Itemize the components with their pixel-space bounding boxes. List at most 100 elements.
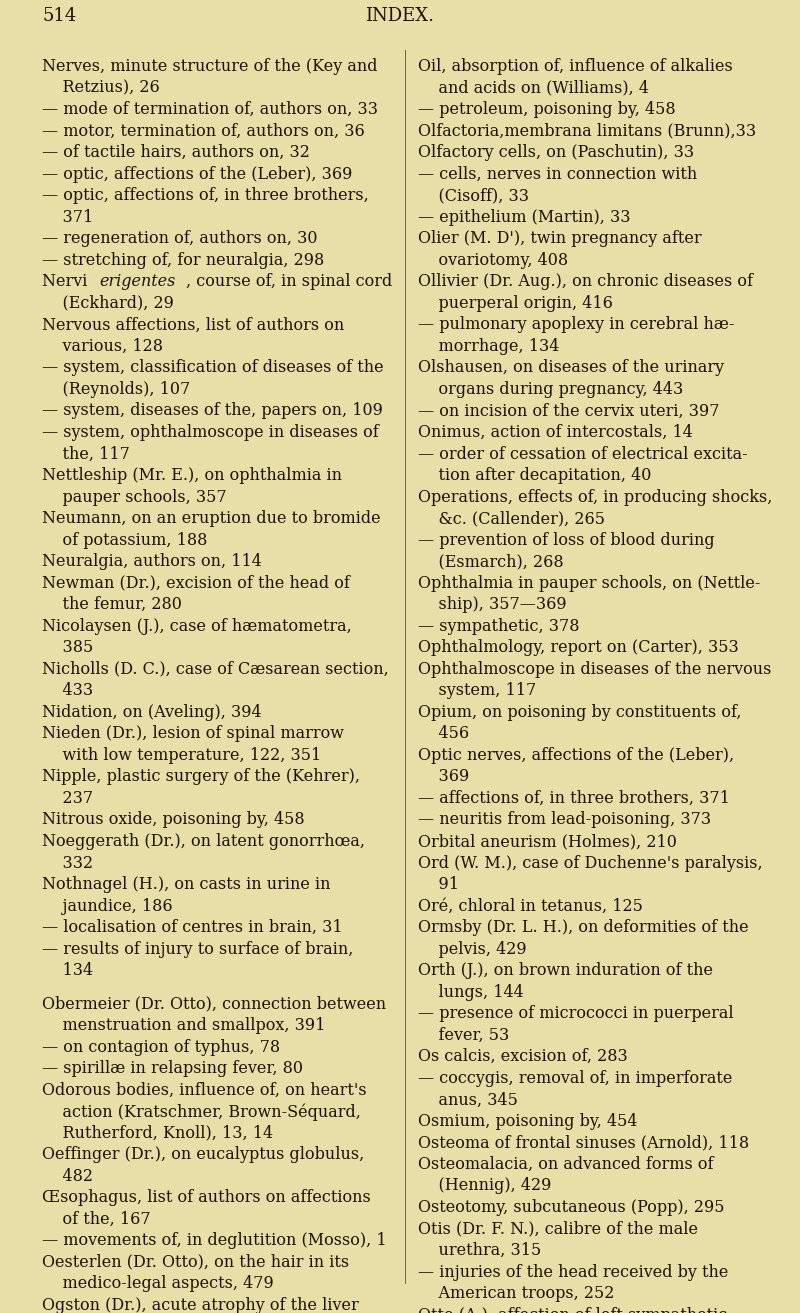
Text: Ormsby (Dr. L. H.), on deformities of the: Ormsby (Dr. L. H.), on deformities of th… (418, 919, 749, 936)
Text: Olshausen, on diseases of the urinary: Olshausen, on diseases of the urinary (418, 360, 724, 377)
Text: Opium, on poisoning by constituents of,: Opium, on poisoning by constituents of, (418, 704, 742, 721)
Text: Nettleship (Mr. E.), on ophthalmia in: Nettleship (Mr. E.), on ophthalmia in (42, 467, 342, 484)
Text: — motor, termination of, authors on, 36: — motor, termination of, authors on, 36 (42, 122, 365, 139)
Text: — results of injury to surface of brain,: — results of injury to surface of brain, (42, 940, 354, 957)
Text: Nothnagel (H.), on casts in urine in: Nothnagel (H.), on casts in urine in (42, 876, 330, 893)
Text: Odorous bodies, influence of, on heart's: Odorous bodies, influence of, on heart's (42, 1082, 366, 1099)
Text: — system, classification of diseases of the: — system, classification of diseases of … (42, 360, 384, 377)
Text: Osmium, poisoning by, 454: Osmium, poisoning by, 454 (418, 1113, 638, 1130)
Text: system, 117: system, 117 (418, 683, 536, 700)
Text: — prevention of loss of blood during: — prevention of loss of blood during (418, 532, 714, 549)
Text: Osteomalacia, on advanced forms of: Osteomalacia, on advanced forms of (418, 1155, 714, 1173)
Text: Nipple, plastic surgery of the (Kehrer),: Nipple, plastic surgery of the (Kehrer), (42, 768, 360, 785)
Text: — pulmonary apoplexy in cerebral hæ-: — pulmonary apoplexy in cerebral hæ- (418, 316, 734, 334)
Text: with low temperature, 122, 351: with low temperature, 122, 351 (42, 747, 322, 764)
Text: — mode of termination of, authors on, 33: — mode of termination of, authors on, 33 (42, 101, 378, 118)
Text: ovariotomy, 408: ovariotomy, 408 (418, 252, 568, 269)
Text: Oeffinger (Dr.), on eucalyptus globulus,: Oeffinger (Dr.), on eucalyptus globulus, (42, 1146, 364, 1163)
Text: Oesterlen (Dr. Otto), on the hair in its: Oesterlen (Dr. Otto), on the hair in its (42, 1254, 349, 1271)
Text: (Cisoff), 33: (Cisoff), 33 (418, 188, 529, 204)
Text: Nerves, minute structure of the (Key and: Nerves, minute structure of the (Key and (42, 58, 378, 75)
Text: Ogston (Dr.), acute atrophy of the liver: Ogston (Dr.), acute atrophy of the liver (42, 1297, 358, 1313)
Text: Ollivier (Dr. Aug.), on chronic diseases of: Ollivier (Dr. Aug.), on chronic diseases… (418, 273, 753, 290)
Text: , course of, in spinal cord: , course of, in spinal cord (186, 273, 392, 290)
Text: fever, 53: fever, 53 (418, 1027, 510, 1044)
Text: urethra, 315: urethra, 315 (418, 1242, 542, 1259)
Text: 237: 237 (42, 790, 93, 807)
Text: Retzius), 26: Retzius), 26 (42, 80, 160, 97)
Text: (Eckhard), 29: (Eckhard), 29 (42, 295, 174, 311)
Text: — epithelium (Martin), 33: — epithelium (Martin), 33 (418, 209, 630, 226)
Text: and acids on (Williams), 4: and acids on (Williams), 4 (418, 80, 649, 97)
Text: — presence of micrococci in puerperal: — presence of micrococci in puerperal (418, 1006, 734, 1023)
Text: Noeggerath (Dr.), on latent gonorrhœa,: Noeggerath (Dr.), on latent gonorrhœa, (42, 832, 365, 850)
Text: — petroleum, poisoning by, 458: — petroleum, poisoning by, 458 (418, 101, 676, 118)
Text: 433: 433 (42, 683, 93, 700)
Text: Olfactory cells, on (Paschutin), 33: Olfactory cells, on (Paschutin), 33 (418, 144, 694, 161)
Text: Otto (A.), affection of left sympathetic,: Otto (A.), affection of left sympathetic… (418, 1306, 732, 1313)
Text: — sympathetic, 378: — sympathetic, 378 (418, 617, 579, 634)
Text: of the, 167: of the, 167 (42, 1211, 150, 1228)
Text: — on contagion of typhus, 78: — on contagion of typhus, 78 (42, 1039, 280, 1056)
Text: Oil, absorption of, influence of alkalies: Oil, absorption of, influence of alkalie… (418, 58, 733, 75)
Text: — movements of, in deglutition (Mosso), 1: — movements of, in deglutition (Mosso), … (42, 1233, 386, 1250)
Text: erigentes: erigentes (99, 273, 176, 290)
Text: 134: 134 (42, 962, 93, 979)
Text: (Hennig), 429: (Hennig), 429 (418, 1178, 551, 1195)
Text: &c. (Callender), 265: &c. (Callender), 265 (418, 509, 605, 527)
Text: Ophthalmia in pauper schools, on (Nettle-: Ophthalmia in pauper schools, on (Nettle… (418, 575, 760, 592)
Text: — order of cessation of electrical excita-: — order of cessation of electrical excit… (418, 445, 748, 462)
Text: 369: 369 (418, 768, 470, 785)
Text: tion after decapitation, 40: tion after decapitation, 40 (418, 467, 651, 484)
Text: — optic, affections of, in three brothers,: — optic, affections of, in three brother… (42, 188, 369, 204)
Text: — system, ophthalmoscope in diseases of: — system, ophthalmoscope in diseases of (42, 424, 378, 441)
Text: 385: 385 (42, 639, 94, 656)
Text: Nieden (Dr.), lesion of spinal marrow: Nieden (Dr.), lesion of spinal marrow (42, 725, 344, 742)
Text: Nicolaysen (J.), case of hæmatometra,: Nicolaysen (J.), case of hæmatometra, (42, 617, 352, 634)
Text: jaundice, 186: jaundice, 186 (42, 898, 173, 915)
Text: Nicholls (D. C.), case of Cæsarean section,: Nicholls (D. C.), case of Cæsarean secti… (42, 660, 389, 678)
Text: morrhage, 134: morrhage, 134 (418, 337, 559, 355)
Text: 332: 332 (42, 855, 93, 872)
Text: Obermeier (Dr. Otto), connection between: Obermeier (Dr. Otto), connection between (42, 995, 386, 1012)
Text: — spirillæ in relapsing fever, 80: — spirillæ in relapsing fever, 80 (42, 1060, 303, 1077)
Text: 91: 91 (418, 876, 459, 893)
Text: 482: 482 (42, 1167, 93, 1184)
Text: action (Kratschmer, Brown-Séquard,: action (Kratschmer, Brown-Séquard, (42, 1103, 361, 1121)
Text: 514: 514 (42, 7, 76, 25)
Text: lungs, 144: lungs, 144 (418, 983, 524, 1001)
Text: — optic, affections of the (Leber), 369: — optic, affections of the (Leber), 369 (42, 165, 352, 183)
Text: — injuries of the head received by the: — injuries of the head received by the (418, 1263, 728, 1280)
Text: Optic nerves, affections of the (Leber),: Optic nerves, affections of the (Leber), (418, 747, 734, 764)
Text: pauper schools, 357: pauper schools, 357 (42, 488, 226, 506)
Text: Nidation, on (Aveling), 394: Nidation, on (Aveling), 394 (42, 704, 262, 721)
Text: — stretching of, for neuralgia, 298: — stretching of, for neuralgia, 298 (42, 252, 324, 269)
Text: — system, diseases of the, papers on, 109: — system, diseases of the, papers on, 10… (42, 403, 383, 419)
Text: Ord (W. M.), case of Duchenne's paralysis,: Ord (W. M.), case of Duchenne's paralysi… (418, 855, 762, 872)
Text: of potassium, 188: of potassium, 188 (42, 532, 207, 549)
Text: Oré, chloral in tetanus, 125: Oré, chloral in tetanus, 125 (418, 898, 643, 915)
Text: puerperal origin, 416: puerperal origin, 416 (418, 295, 613, 311)
Text: Newman (Dr.), excision of the head of: Newman (Dr.), excision of the head of (42, 575, 350, 592)
Text: Olier (M. D'), twin pregnancy after: Olier (M. D'), twin pregnancy after (418, 230, 702, 247)
Text: 371: 371 (42, 209, 94, 226)
Text: Nervi: Nervi (42, 273, 93, 290)
Text: Operations, effects of, in producing shocks,: Operations, effects of, in producing sho… (418, 488, 772, 506)
Text: the femur, 280: the femur, 280 (42, 596, 182, 613)
Text: — localisation of centres in brain, 31: — localisation of centres in brain, 31 (42, 919, 342, 936)
Text: menstruation and smallpox, 391: menstruation and smallpox, 391 (42, 1018, 326, 1035)
Text: Nitrous oxide, poisoning by, 458: Nitrous oxide, poisoning by, 458 (42, 811, 305, 829)
Text: American troops, 252: American troops, 252 (418, 1285, 614, 1302)
Text: ship), 357—369: ship), 357—369 (418, 596, 566, 613)
Text: Neuralgia, authors on, 114: Neuralgia, authors on, 114 (42, 553, 262, 570)
Text: Ophthalmoscope in diseases of the nervous: Ophthalmoscope in diseases of the nervou… (418, 660, 771, 678)
Text: Nervous affections, list of authors on: Nervous affections, list of authors on (42, 316, 344, 334)
Text: Orbital aneurism (Holmes), 210: Orbital aneurism (Holmes), 210 (418, 832, 677, 850)
Text: various, 128: various, 128 (42, 337, 163, 355)
Text: pelvis, 429: pelvis, 429 (418, 940, 526, 957)
Text: organs during pregnancy, 443: organs during pregnancy, 443 (418, 381, 683, 398)
Text: Neumann, on an eruption due to bromide: Neumann, on an eruption due to bromide (42, 509, 381, 527)
Text: — of tactile hairs, authors on, 32: — of tactile hairs, authors on, 32 (42, 144, 310, 161)
Text: Orth (J.), on brown induration of the: Orth (J.), on brown induration of the (418, 962, 713, 979)
Text: (Esmarch), 268: (Esmarch), 268 (418, 553, 564, 570)
